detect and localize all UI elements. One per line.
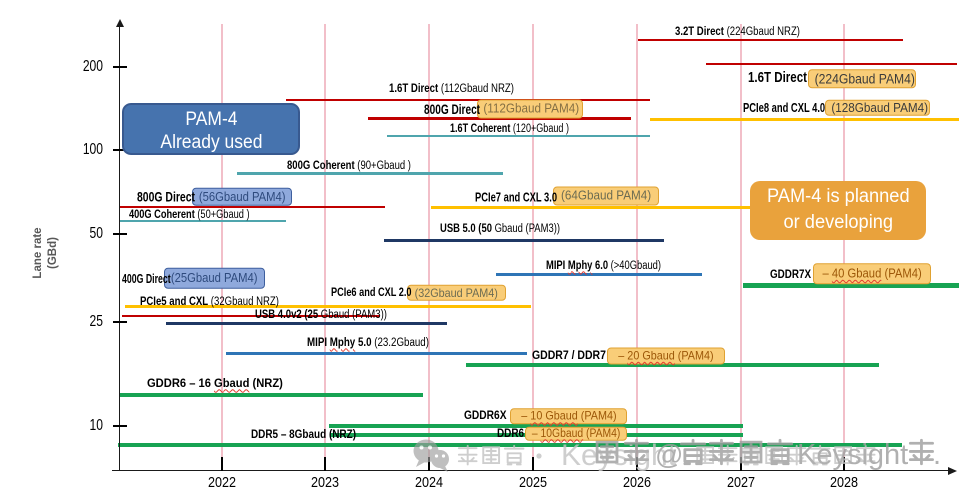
svg-text:.: .	[933, 439, 941, 471]
svg-text:Keysight: Keysight	[561, 439, 677, 472]
svg-text:@: @	[655, 439, 683, 470]
svg-text:Keysight: Keysight	[797, 439, 908, 471]
